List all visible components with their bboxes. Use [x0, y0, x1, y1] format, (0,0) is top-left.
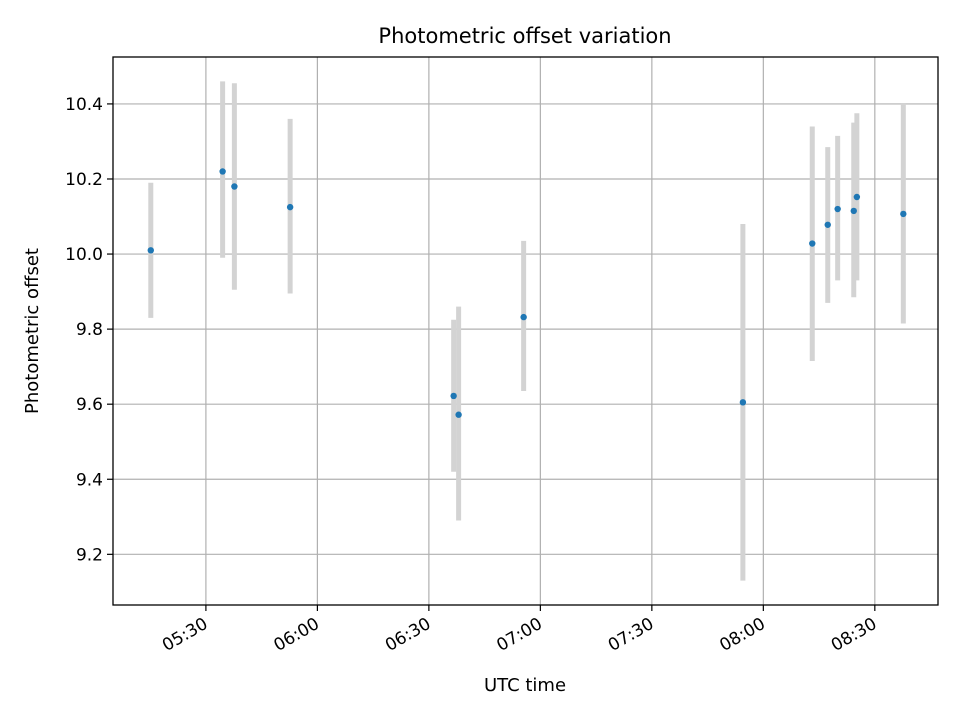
- chart-title: Photometric offset variation: [378, 24, 671, 48]
- y-axis-label: Photometric offset: [22, 248, 43, 414]
- data-points: [147, 168, 907, 418]
- grid: [113, 57, 938, 605]
- y-tick-label: 9.8: [76, 320, 103, 340]
- data-point: [809, 240, 816, 247]
- y-tick-label: 9.2: [76, 545, 103, 565]
- data-point: [850, 207, 857, 215]
- data-point: [147, 247, 154, 254]
- data-point: [455, 411, 462, 418]
- data-point: [834, 205, 841, 213]
- y-tick-label: 10.2: [65, 170, 103, 190]
- data-point: [231, 183, 238, 190]
- data-point: [824, 221, 831, 228]
- data-point: [450, 392, 457, 400]
- data-point: [286, 203, 294, 211]
- data-point: [520, 313, 527, 321]
- y-tick-label: 9.4: [76, 470, 103, 490]
- plot-frame: [112, 56, 939, 606]
- y-tick-label: 10.0: [65, 245, 103, 265]
- x-axis-label: UTC time: [484, 675, 566, 696]
- data-point: [739, 399, 747, 406]
- y-axis-ticks: 9.2 9.4 9.6 9.8 10.0 10.2 10.4: [65, 95, 113, 565]
- data-point: [853, 193, 861, 201]
- y-tick-label: 10.4: [65, 95, 103, 115]
- data-point: [900, 210, 907, 218]
- y-tick-label: 9.6: [76, 395, 103, 415]
- data-point: [219, 168, 226, 175]
